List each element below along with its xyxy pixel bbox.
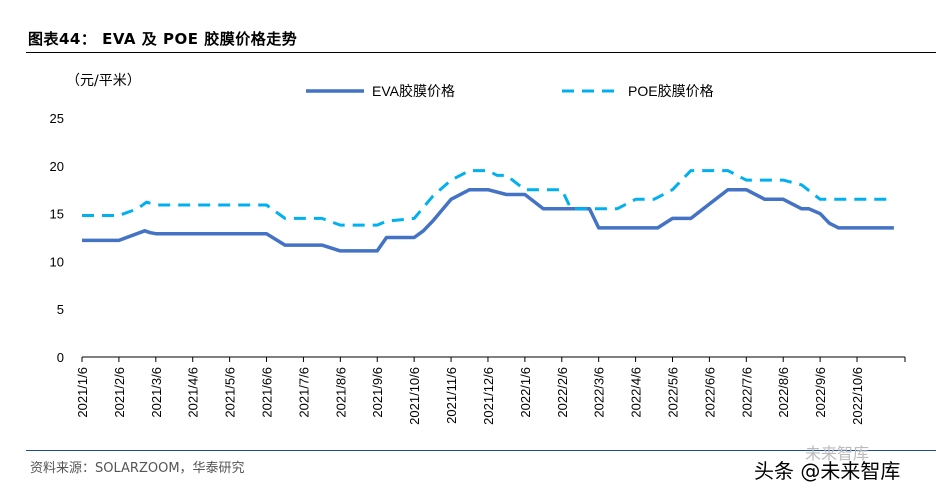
legend-label-eva: EVA胶膜价格 xyxy=(372,83,455,99)
x-tick-label: 2022/3/6 xyxy=(592,367,607,418)
x-tick-label: 2021/11/6 xyxy=(444,367,459,424)
x-tick-label: 2022/6/6 xyxy=(702,367,717,418)
x-tick-label: 2021/8/6 xyxy=(333,367,348,418)
x-tick-label: 2021/9/6 xyxy=(370,367,385,418)
source-note: 资料来源：SOLARZOOM，华泰研究 xyxy=(30,461,245,476)
y-tick-label: 5 xyxy=(57,302,64,317)
y-tick-label: 0 xyxy=(57,350,64,365)
x-tick-label: 2022/9/6 xyxy=(813,367,828,418)
watermark-big: 头条 @未来智库 xyxy=(754,459,901,483)
y-axis-unit-label: （元/平米） xyxy=(66,73,141,89)
x-tick-label: 2022/5/6 xyxy=(665,367,680,418)
y-tick-label: 15 xyxy=(50,207,64,222)
source-divider xyxy=(26,450,936,451)
y-tick-label: 10 xyxy=(50,254,64,269)
title-divider xyxy=(26,52,936,53)
chart-legend: EVA胶膜价格 POE胶膜价格 xyxy=(306,83,714,99)
chart-series xyxy=(82,169,894,253)
x-tick-label: 2022/4/6 xyxy=(629,367,644,418)
x-tick-label: 2022/8/6 xyxy=(776,367,791,418)
x-tick-label: 2022/1/6 xyxy=(518,367,533,418)
x-tick-label: 2021/10/6 xyxy=(407,367,422,425)
legend-label-poe: POE胶膜价格 xyxy=(628,83,714,99)
x-tick-label: 2022/10/6 xyxy=(850,367,865,425)
chart-axes: 0 5 10 15 20 25 2021/1/6 2021/2/6 2021/3/6 2021/4… xyxy=(50,111,906,425)
x-tick-label: 2021/2/6 xyxy=(112,367,127,418)
eva-price-line xyxy=(82,187,894,253)
watermark-small: 未来智库 xyxy=(805,444,870,463)
x-tick-label: 2021/6/6 xyxy=(260,367,275,418)
y-tick-label: 20 xyxy=(50,159,64,174)
x-tick-label: 2021/5/6 xyxy=(223,367,238,418)
x-tick-label: 2021/3/6 xyxy=(149,367,164,418)
x-tick-label: 2022/7/6 xyxy=(739,367,754,418)
x-tick-label: 2021/4/6 xyxy=(186,367,201,418)
x-tick-label: 2021/1/6 xyxy=(75,367,90,418)
figure-title: 图表44： EVA 及 POE 胶膜价格走势 xyxy=(28,30,298,48)
y-tick-label: 25 xyxy=(50,111,64,126)
poe-price-line xyxy=(82,169,894,227)
x-tick-label: 2021/7/6 xyxy=(296,367,311,418)
x-tick-label: 2022/2/6 xyxy=(555,367,570,418)
x-tick-label: 2021/12/6 xyxy=(481,367,496,425)
